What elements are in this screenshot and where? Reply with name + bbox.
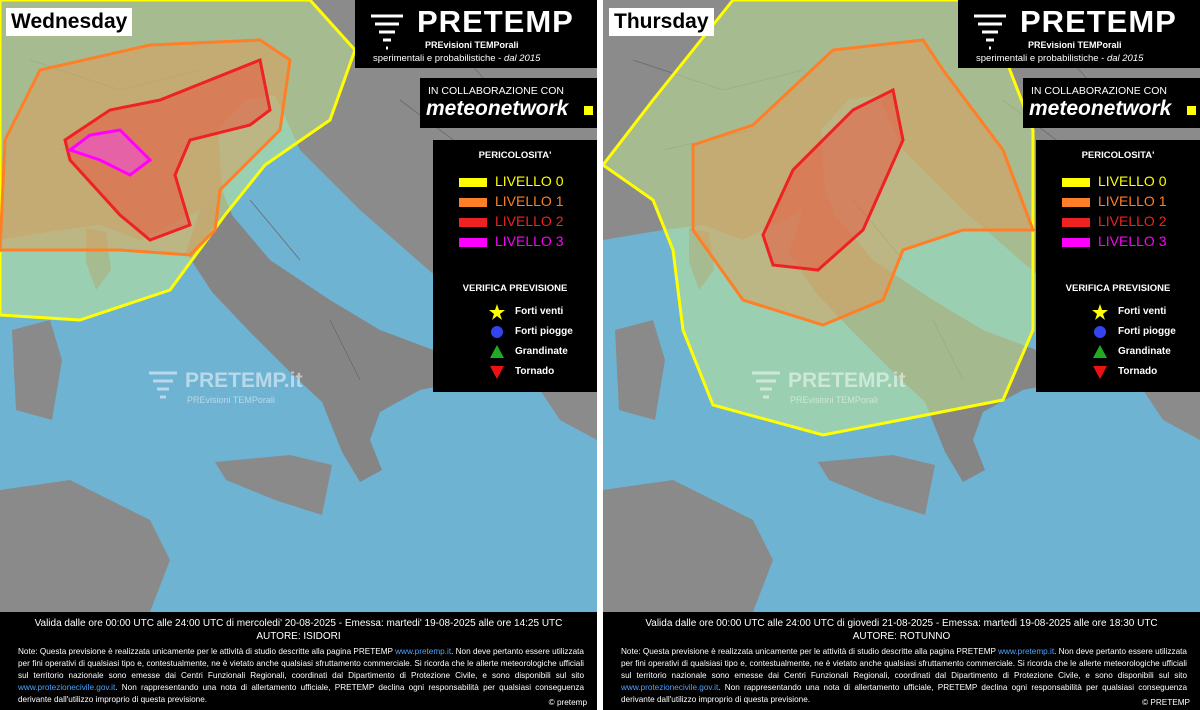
risk-area bbox=[761, 87, 905, 272]
verify-label: Forti venti bbox=[515, 306, 564, 317]
note-text: . Non deve pertanto essere utilizzata pe… bbox=[621, 647, 1187, 680]
collab-label: IN COLLABORAZIONE CON bbox=[428, 85, 564, 97]
logo-box: PRETEMP PREvisioni TEMPorali sperimental… bbox=[958, 0, 1200, 68]
risk-area bbox=[63, 57, 272, 242]
verify-icon bbox=[490, 366, 504, 379]
level-label: LIVELLO 3 bbox=[495, 233, 564, 249]
map bbox=[603, 0, 1200, 612]
logo-line: sperimentali e probabilistiche - bbox=[373, 53, 504, 64]
copyright: © PRETEMP bbox=[1142, 698, 1190, 707]
level-swatch bbox=[1062, 238, 1090, 247]
level-label: LIVELLO 2 bbox=[495, 213, 564, 229]
level-swatch bbox=[459, 198, 487, 207]
note-text: . Non deve pertanto essere utilizzata pe… bbox=[18, 647, 584, 680]
day-label: Wednesday bbox=[6, 8, 133, 36]
watermark: PRETEMP.it PREvisioni TEMPorali bbox=[145, 365, 325, 413]
level-swatch bbox=[1062, 198, 1090, 207]
level-swatch bbox=[459, 218, 487, 227]
note-text: Note: Questa previsione è realizzata uni… bbox=[621, 647, 999, 656]
level-label: LIVELLO 1 bbox=[495, 193, 564, 209]
level-label: LIVELLO 1 bbox=[1098, 193, 1167, 209]
validity: Valida dalle ore 00:00 UTC alle 24:00 UT… bbox=[645, 618, 1158, 629]
level-label: LIVELLO 2 bbox=[1098, 213, 1167, 229]
logo-line: sperimentali e probabilistiche - bbox=[976, 53, 1107, 64]
link[interactable]: www.protezionecivile.gov.it bbox=[621, 683, 719, 692]
note: Note: Questa previsione è realizzata uni… bbox=[621, 646, 1187, 706]
verify-title: VERIFICA PREVISIONE bbox=[1065, 283, 1171, 294]
level-label: LIVELLO 0 bbox=[1098, 173, 1167, 189]
watermark: PRETEMP.it PREvisioni TEMPorali bbox=[748, 365, 928, 413]
footer: Valida dalle ore 00:00 UTC alle 24:00 UT… bbox=[603, 612, 1200, 710]
level-swatch bbox=[1062, 178, 1090, 187]
link[interactable]: www.protezionecivile.gov.it bbox=[18, 683, 116, 692]
copyright: © pretemp bbox=[548, 698, 587, 707]
note-text: . Non rappresentando una nota di allerta… bbox=[18, 683, 584, 704]
verify-icon bbox=[490, 345, 504, 358]
collab-brand: meteonetwork bbox=[426, 97, 569, 120]
verify-label: Forti piogge bbox=[1118, 326, 1176, 337]
verify-label: Tornado bbox=[515, 366, 555, 377]
author: AUTORE: ROTUNNO bbox=[852, 631, 951, 642]
legend-title: PERICOLOSITA' bbox=[1081, 150, 1155, 161]
legend-title: PERICOLOSITA' bbox=[478, 150, 552, 161]
footer: Valida dalle ore 00:00 UTC alle 24:00 UT… bbox=[0, 612, 597, 710]
forecast-panel: PRETEMP.it PREvisioni TEMPorali Thursday… bbox=[603, 0, 1200, 710]
author: AUTORE: ISIDORI bbox=[256, 631, 341, 642]
watermark-title: PRETEMP.it bbox=[788, 369, 906, 392]
verify-icon bbox=[489, 304, 505, 320]
risk-area bbox=[66, 128, 153, 177]
forecast-panel: PRETEMP.it PREvisioni TEMPorali Wednesda… bbox=[0, 0, 597, 710]
verify-label: Grandinate bbox=[1118, 346, 1171, 357]
day-label: Thursday bbox=[609, 8, 714, 36]
link[interactable]: www.pretemp.it bbox=[395, 647, 452, 656]
level-swatch bbox=[459, 238, 487, 247]
logo-title: PRETEMP bbox=[417, 4, 574, 39]
verify-label: Forti piogge bbox=[515, 326, 573, 337]
note: Note: Questa previsione è realizzata uni… bbox=[18, 646, 584, 706]
level-swatch bbox=[1062, 218, 1090, 227]
verify-title: VERIFICA PREVISIONE bbox=[462, 283, 568, 294]
collab-box: IN COLLABORAZIONE CON meteonetwork bbox=[420, 78, 597, 128]
note-text: . Non rappresentando una nota di allerta… bbox=[621, 683, 1187, 704]
level-label: LIVELLO 0 bbox=[495, 173, 564, 189]
logo-line: PREvisioni TEMPorali bbox=[1028, 40, 1122, 50]
verify-icon bbox=[1093, 345, 1107, 358]
collab-brand: meteonetwork bbox=[1029, 97, 1172, 120]
level-swatch bbox=[459, 178, 487, 187]
verify-icon bbox=[1093, 366, 1107, 379]
logo-box: PRETEMP PREvisioni TEMPorali sperimental… bbox=[355, 0, 597, 68]
logo-line: dal 2015 bbox=[1106, 53, 1144, 64]
note-text: Note: Questa previsione è realizzata uni… bbox=[18, 647, 396, 656]
logo-line: PREvisioni TEMPorali bbox=[425, 40, 519, 50]
legend-box: PERICOLOSITA' LIVELLO 0 LIVELLO 1 LIVELL… bbox=[1036, 140, 1200, 392]
level-label: LIVELLO 3 bbox=[1098, 233, 1167, 249]
verify-label: Grandinate bbox=[515, 346, 568, 357]
verify-icon bbox=[491, 326, 503, 338]
watermark-subtitle: PREvisioni TEMPorali bbox=[187, 395, 275, 405]
logo-line: dal 2015 bbox=[503, 53, 541, 64]
collab-box: IN COLLABORAZIONE CON meteonetwork bbox=[1023, 78, 1200, 128]
verify-label: Tornado bbox=[1118, 366, 1158, 377]
link[interactable]: www.pretemp.it bbox=[998, 647, 1055, 656]
verify-icon bbox=[1094, 326, 1106, 338]
verify-icon bbox=[1092, 304, 1108, 320]
legend-box: PERICOLOSITA' LIVELLO 0 LIVELLO 1 LIVELL… bbox=[433, 140, 597, 392]
verify-label: Forti venti bbox=[1118, 306, 1167, 317]
validity: Valida dalle ore 00:00 UTC alle 24:00 UT… bbox=[34, 618, 563, 629]
watermark-title: PRETEMP.it bbox=[185, 369, 303, 392]
watermark-subtitle: PREvisioni TEMPorali bbox=[790, 395, 878, 405]
logo-title: PRETEMP bbox=[1020, 4, 1177, 39]
collab-label: IN COLLABORAZIONE CON bbox=[1031, 85, 1167, 97]
